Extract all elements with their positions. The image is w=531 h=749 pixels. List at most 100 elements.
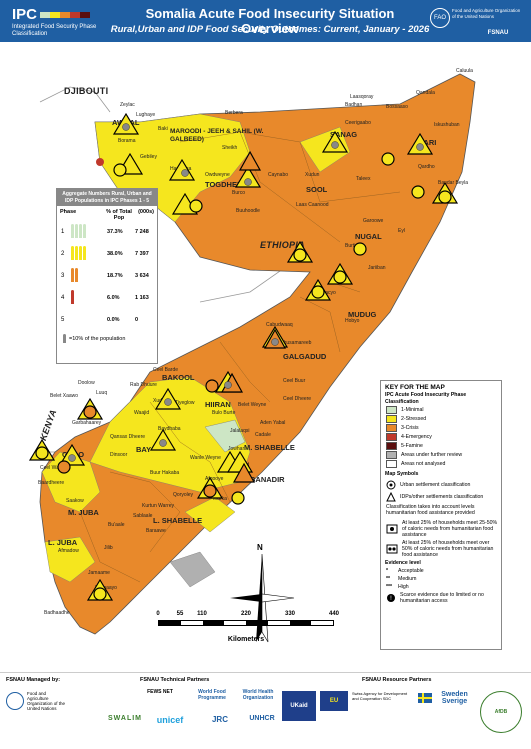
district-label: Sablaale <box>133 513 153 519</box>
district-label: Owdweyne <box>205 172 230 178</box>
district-label: Ceerigaabo <box>345 120 371 126</box>
district-label: Xudur <box>153 398 167 404</box>
district-label: Ceel Buur <box>283 378 306 384</box>
idp-triangle-icon <box>386 491 396 501</box>
legend-swatch <box>386 441 397 450</box>
district-label: Luuq <box>96 390 108 396</box>
footer-managed-by: FSNAU Managed by: <box>6 677 61 683</box>
population-icons <box>71 290 74 304</box>
aggregate-num: 1 163 <box>135 295 149 301</box>
region-label-maroodi-jeeh: MAROODI - JEEH & SAHIL (W. GALBEED) <box>170 128 264 143</box>
region-label-togdheer: TOGDHEER <box>205 180 248 189</box>
unhcr-logo: UNHCR <box>249 715 275 722</box>
swalim-logo: SWALIM <box>108 715 142 722</box>
legend-phase-row: 5-Famine <box>381 441 501 450</box>
legend-evidence-high: *** High <box>381 584 501 590</box>
region-label-bay: BAY <box>136 445 152 454</box>
district-label: Jalalaqsi <box>230 428 250 434</box>
district-label: Jamaame <box>88 570 110 576</box>
district-label: Taleex <box>356 176 371 182</box>
aggregate-title: Aggregate Numbers Rural, Urban and IDP P… <box>57 189 157 206</box>
district-label: Balcad <box>234 462 250 468</box>
page-subtitle: Rural,Urban and IDP Food Security Outcom… <box>110 24 430 35</box>
stressed-area-juba <box>44 536 96 583</box>
aggregate-row: 5 0.0% 0 <box>57 309 157 331</box>
legend-swatch <box>386 450 397 459</box>
district-label: Berbera <box>225 110 243 116</box>
aggregate-phase: 5 <box>61 317 65 323</box>
scale-tick: 0 <box>156 611 160 617</box>
map-legend: KEY FOR THE MAP IPC Acute Food Insecurit… <box>380 380 502 650</box>
fao-name: Food and Agriculture Organization of the… <box>452 8 521 19</box>
legend-swatch <box>386 432 397 441</box>
legend-phase-row: Areas under further review <box>381 450 501 459</box>
aggregate-col-pct: % of Total Pop <box>106 209 132 221</box>
district-label: Baardheere <box>38 480 65 486</box>
legend-title: KEY FOR THE MAP <box>385 384 445 391</box>
limited-evidence-icon: ! <box>387 594 395 602</box>
aggregate-pct: 38.0% <box>107 251 123 257</box>
scale-tick: 330 <box>284 611 296 617</box>
legend-idp-row: IDPs/other settlements classification <box>381 491 501 502</box>
north-label: N <box>257 543 263 552</box>
scale-bar-graphic <box>158 620 334 626</box>
region-label-sanag: SANAG <box>330 130 358 139</box>
district-label: Gebiley <box>140 154 157 160</box>
urban-circle-icon <box>386 480 396 489</box>
region-label-m-shabelle: M. SHABELLE <box>244 443 295 452</box>
district-label: Bossaaso <box>386 104 408 110</box>
district-label: Caynabo <box>268 172 289 178</box>
legend-swatch <box>386 459 397 468</box>
ipc-logo: IPC Integrated Food Security Phase Class… <box>6 4 98 38</box>
person-icon <box>71 290 74 304</box>
jrc-logo: JRC <box>211 715 228 724</box>
district-label: Kurtun Warrey <box>142 503 175 509</box>
aggregate-pct: 0.0% <box>107 317 120 323</box>
district-label: Sheikh <box>222 145 238 151</box>
aggregate-num: 3 634 <box>135 273 149 279</box>
district-label: Saakow <box>66 498 84 504</box>
legend-idp-label: IDPs/other settlements classification <box>400 493 484 500</box>
district-label: Caluula <box>456 68 473 74</box>
district-label: Belet Xaawo <box>50 393 79 399</box>
page-title: Somalia Acute Food Insecurity Situation … <box>145 6 395 36</box>
legend-assist-25-row: At least 25% of households meet 25-50% o… <box>381 520 501 538</box>
fao-emblem-icon <box>6 692 24 710</box>
aggregate-row: 4 6.0% 1 163 <box>57 287 157 309</box>
aggregate-rows: 1 37.3% 7 248 2 38.0% 7 397 3 18.7% 3 634 4 6.0% 1 … <box>57 221 157 331</box>
district-label: Tiyeglow <box>175 400 195 406</box>
aggregate-row: 2 38.0% 7 397 <box>57 243 157 265</box>
district-label: Laas Caanood <box>296 202 329 208</box>
aggregate-phase: 4 <box>61 295 65 301</box>
region-label-nugal: NUGAL <box>355 232 382 241</box>
sweden-logo: Sweden Sverige <box>418 691 474 705</box>
district-label: Afgooye <box>205 476 224 482</box>
legend-phase-label: 2-Stressed <box>401 415 427 422</box>
district-label: Baraawe <box>146 528 166 534</box>
district-label: Bu'aale <box>108 522 125 528</box>
legend-swatch <box>386 423 397 432</box>
country-label-djibouti: DJIBOUTI <box>64 86 109 96</box>
person-icon <box>83 246 86 260</box>
aggregate-row: 3 18.7% 3 634 <box>57 265 157 287</box>
district-label: Ceel Dheere <box>283 396 312 402</box>
scale-bar: 0 55 110 220 330 440 Kilometers <box>156 611 339 643</box>
region-label-banadir: BANADIR <box>250 475 285 484</box>
evidence-label: Acceptable <box>398 568 424 574</box>
region-label-l-shabelle: L. SHABELLE <box>153 516 203 525</box>
aggregate-phase: 3 <box>61 273 65 279</box>
person-icon <box>71 246 74 260</box>
district-label: Burtinle <box>345 243 362 249</box>
legend-phase-label: 1-Minimal <box>401 406 424 413</box>
aggregate-note-row: =10% of the population <box>57 331 157 346</box>
footer-technical-partners: FSNAU Technical Partners <box>140 677 210 683</box>
district-label: Buuhoodle <box>236 208 260 214</box>
aggregate-num: 7 248 <box>135 229 149 235</box>
aggregate-col-phase: Phase <box>60 209 77 215</box>
person-icon <box>83 224 86 238</box>
aggregate-row: 1 37.3% 7 248 <box>57 221 157 243</box>
district-label: Badhan <box>345 102 363 108</box>
region-label-l-juba: L. JUBA <box>48 538 78 547</box>
legend-phase-row: 4-Emergency <box>381 432 501 441</box>
district-label: Qansax Dheere <box>110 434 146 440</box>
